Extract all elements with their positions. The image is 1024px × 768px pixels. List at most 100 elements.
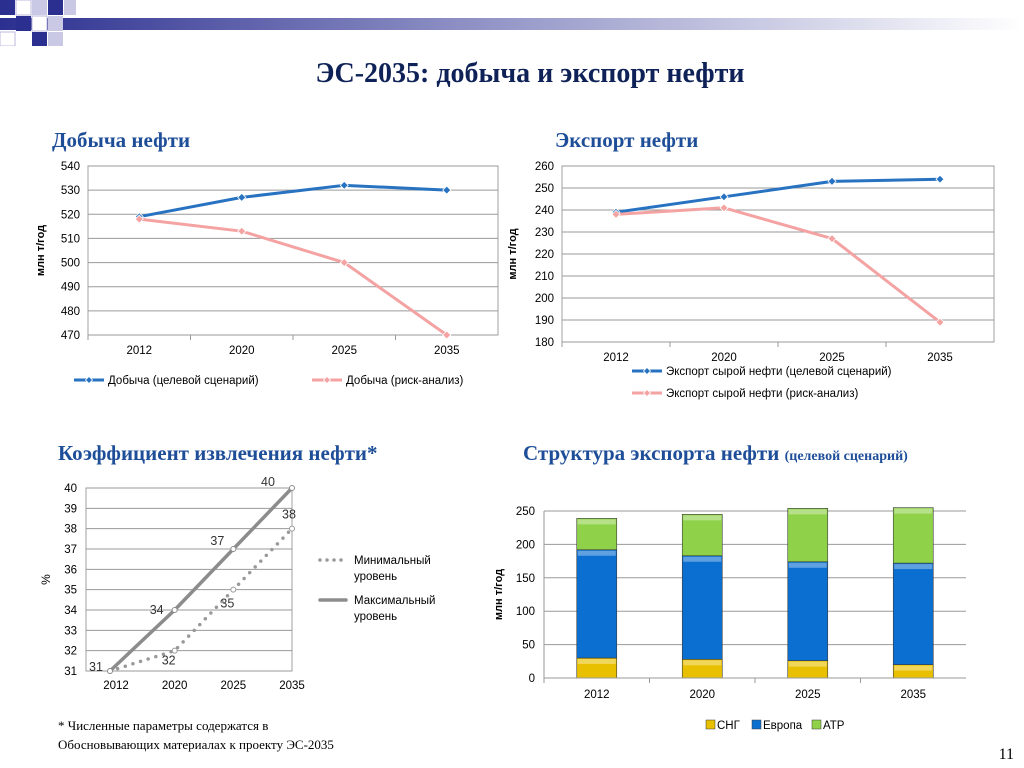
legend-label-line1: Минимальный xyxy=(354,555,431,567)
x-tick-label: 2025 xyxy=(221,680,247,692)
y-tick-label: 520 xyxy=(61,209,80,221)
bar-highlight xyxy=(788,562,827,568)
bar-highlight xyxy=(577,658,616,664)
x-tick-label: 2025 xyxy=(331,345,357,357)
legend-label: Европа xyxy=(763,720,803,732)
data-point xyxy=(935,174,945,184)
data-point xyxy=(171,647,178,654)
x-tick-label: 2012 xyxy=(103,680,129,692)
bar-segment xyxy=(787,508,829,563)
data-point xyxy=(107,668,113,674)
legend-label-line1: Максимальный xyxy=(354,595,435,607)
slide-title: ЭС-2035: добыча и экспорт нефти xyxy=(315,58,745,89)
data-label: 40 xyxy=(261,476,275,489)
y-tick-label: 530 xyxy=(61,185,80,197)
x-tick-label: 2035 xyxy=(434,345,460,357)
y-tick-label: 150 xyxy=(516,573,535,585)
x-tick-label: 2025 xyxy=(819,352,845,364)
data-point xyxy=(611,209,621,219)
section-title-structure-text: Структура экспорта нефти xyxy=(523,441,780,465)
x-tick-label: 2035 xyxy=(900,689,926,701)
y-tick-label: 180 xyxy=(535,337,554,349)
legend-swatch xyxy=(705,719,716,730)
y-tick-label: 35 xyxy=(64,585,77,597)
page-number: 11 xyxy=(998,746,1014,763)
y-tick-label: 0 xyxy=(529,673,535,685)
x-tick-label: 2012 xyxy=(126,345,152,357)
section-title-production: Добыча нефти xyxy=(52,128,191,152)
legend-label: Экспорт сырой нефти (риск-анализ) xyxy=(666,388,858,400)
legend-swatch xyxy=(751,719,762,730)
bar-highlight xyxy=(894,508,933,514)
data-point xyxy=(289,485,295,491)
section-title-export: Экспорт нефти xyxy=(555,128,699,152)
y-tick-label: 250 xyxy=(535,183,554,195)
y-tick-label: 230 xyxy=(535,227,554,239)
legend-label: СНГ xyxy=(717,720,741,732)
data-point xyxy=(134,214,144,224)
x-tick-label: 2020 xyxy=(229,345,255,357)
y-axis-label: млн т/год xyxy=(507,228,519,279)
y-tick-label: 210 xyxy=(535,271,554,283)
plot-area xyxy=(85,487,293,672)
bar-highlight xyxy=(894,564,933,570)
y-tick-label: 240 xyxy=(535,205,554,217)
legend-marker xyxy=(642,388,652,398)
legend-label-line2: уровень xyxy=(354,611,397,623)
x-tick-label: 2035 xyxy=(279,680,305,692)
y-tick-label: 34 xyxy=(64,605,77,617)
data-point xyxy=(237,226,247,236)
data-point xyxy=(339,180,349,190)
header-band xyxy=(0,0,1024,46)
y-tick-label: 490 xyxy=(61,282,80,294)
y-tick-label: 250 xyxy=(516,506,535,518)
section-title-structure-note: (целевой сценарий) xyxy=(784,449,908,464)
data-point xyxy=(339,258,349,268)
data-point xyxy=(171,607,178,613)
legend-swatch xyxy=(811,719,822,730)
legend-label: Экспорт сырой нефти (целевой сценарий) xyxy=(666,366,892,378)
legend-marker xyxy=(322,375,332,385)
legend-marker xyxy=(642,366,652,376)
y-axis-label: млн т/год xyxy=(493,569,505,620)
legend-label-line2: уровень xyxy=(354,571,397,583)
y-tick-label: 260 xyxy=(535,161,554,173)
legend-label: АТР xyxy=(823,720,845,732)
y-tick-label: 540 xyxy=(61,161,80,173)
export-chart: 180 190 200 210 220 230 240 250 260 2012 2020 2025 2… xyxy=(507,161,995,400)
data-point xyxy=(935,317,945,327)
bar-segment xyxy=(576,549,618,659)
bar-highlight xyxy=(577,550,616,556)
production-chart: 470 480 490 500 510 520 530 540 2012 2020 2025 2035… xyxy=(35,161,499,387)
bar-segment xyxy=(787,561,829,661)
data-point xyxy=(442,185,452,195)
data-point xyxy=(289,525,295,532)
x-tick-label: 2035 xyxy=(927,352,953,364)
data-point xyxy=(442,330,452,340)
x-tick-label: 2020 xyxy=(162,680,188,692)
section-title-structure: Структура экспорта нефти (целевой сценар… xyxy=(523,441,908,466)
data-label: 31 xyxy=(89,660,103,674)
data-point xyxy=(237,192,247,202)
bar-segment xyxy=(681,514,723,557)
y-axis-label: млн т/год xyxy=(35,225,47,276)
bar-segment xyxy=(681,555,723,660)
bar-highlight xyxy=(683,660,722,666)
data-point xyxy=(827,234,837,244)
bar-highlight xyxy=(683,515,722,521)
y-tick-label: 40 xyxy=(64,483,77,495)
bar-highlight xyxy=(894,665,933,671)
section-title-recovery: Коэффициент извлечения нефти* xyxy=(58,441,378,465)
x-tick-label: 2020 xyxy=(711,352,737,364)
export-structure-chart: 0 50 100 150 200 250 2012 2020 2025 2035 млн т/год… xyxy=(493,506,966,732)
max-level-line xyxy=(108,486,294,673)
data-label: 35 xyxy=(220,597,234,611)
data-point xyxy=(719,203,729,213)
y-tick-label: 220 xyxy=(535,249,554,261)
data-point xyxy=(719,192,729,202)
x-tick-label: 2025 xyxy=(795,689,821,701)
footnote: * Численные параметры содержатся в Обосн… xyxy=(58,716,334,754)
y-axis-label: % xyxy=(39,574,53,585)
y-tick-label: 200 xyxy=(535,293,554,305)
y-tick-label: 500 xyxy=(61,258,80,270)
